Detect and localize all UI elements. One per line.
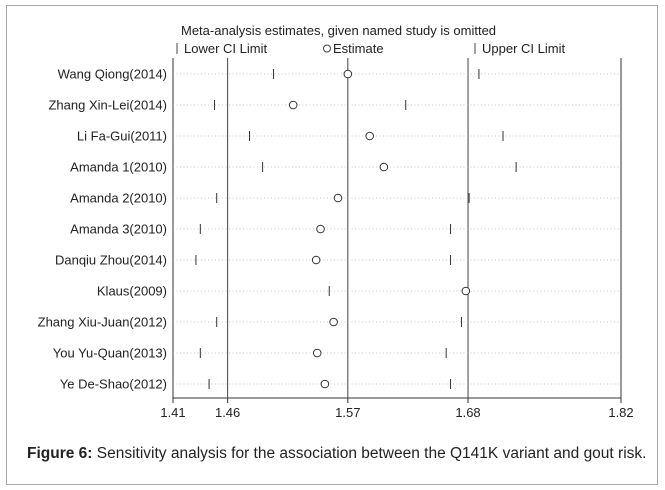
legend: Lower CI Limit Estimate Upper CI Limit bbox=[176, 41, 565, 56]
caption-label: Figure 6: bbox=[27, 445, 93, 462]
x-tick-label: 1.82 bbox=[608, 405, 633, 420]
study-label: Ye De-Shao(2012) bbox=[60, 377, 167, 392]
estimate-point bbox=[312, 348, 322, 358]
study-label: Li Fa-Gui(2011) bbox=[77, 129, 167, 144]
estimate-point bbox=[329, 317, 338, 327]
plot-area: 1.41 1.46 1.57 1.68 1.82 Wang Qiong(2014) Zhan… bbox=[38, 58, 634, 420]
x-tick-label: 1.46 bbox=[215, 405, 240, 420]
forest-plot: Meta-analysis estimates, given named stu… bbox=[38, 23, 634, 420]
study-label: Amanda 3(2010) bbox=[70, 222, 167, 237]
legend-upper-label: Upper CI Limit bbox=[482, 41, 565, 56]
x-tick-label: 1.68 bbox=[455, 405, 480, 420]
legend-estimate-marker bbox=[323, 44, 331, 53]
estimate-point bbox=[311, 255, 321, 265]
estimate-point bbox=[320, 379, 330, 389]
estimate-point bbox=[365, 131, 374, 141]
legend-lower-label: Lower CI Limit bbox=[184, 41, 267, 56]
estimate-point bbox=[288, 100, 298, 110]
study-label: Danqiu Zhou(2014) bbox=[55, 253, 167, 268]
caption-text: Sensitivity analysis for the association… bbox=[92, 445, 647, 462]
estimate-point bbox=[379, 162, 389, 172]
estimate-point bbox=[316, 224, 325, 234]
estimate-point bbox=[333, 193, 343, 203]
x-tick-label: 1.41 bbox=[160, 405, 185, 420]
estimate-point bbox=[461, 286, 471, 296]
study-label: Klaus(2009) bbox=[97, 284, 167, 299]
figure-caption: Figure 6: Sensitivity analysis for the a… bbox=[27, 444, 657, 464]
figure-frame: Meta-analysis estimates, given named stu… bbox=[6, 5, 658, 485]
x-tick-label: 1.57 bbox=[335, 405, 360, 420]
study-label: Amanda 1(2010) bbox=[70, 160, 167, 175]
study-label: Zhang Xin-Lei(2014) bbox=[48, 98, 167, 113]
chart-title: Meta-analysis estimates, given named stu… bbox=[181, 23, 496, 38]
study-label: Wang Qiong(2014) bbox=[58, 67, 167, 82]
study-label: Zhang Xiu-Juan(2012) bbox=[38, 315, 167, 330]
estimate-point bbox=[343, 69, 353, 79]
legend-estimate-label: Estimate bbox=[333, 41, 384, 56]
study-label: Amanda 2(2010) bbox=[70, 191, 167, 206]
study-label: You Yu-Quan(2013) bbox=[53, 346, 167, 361]
